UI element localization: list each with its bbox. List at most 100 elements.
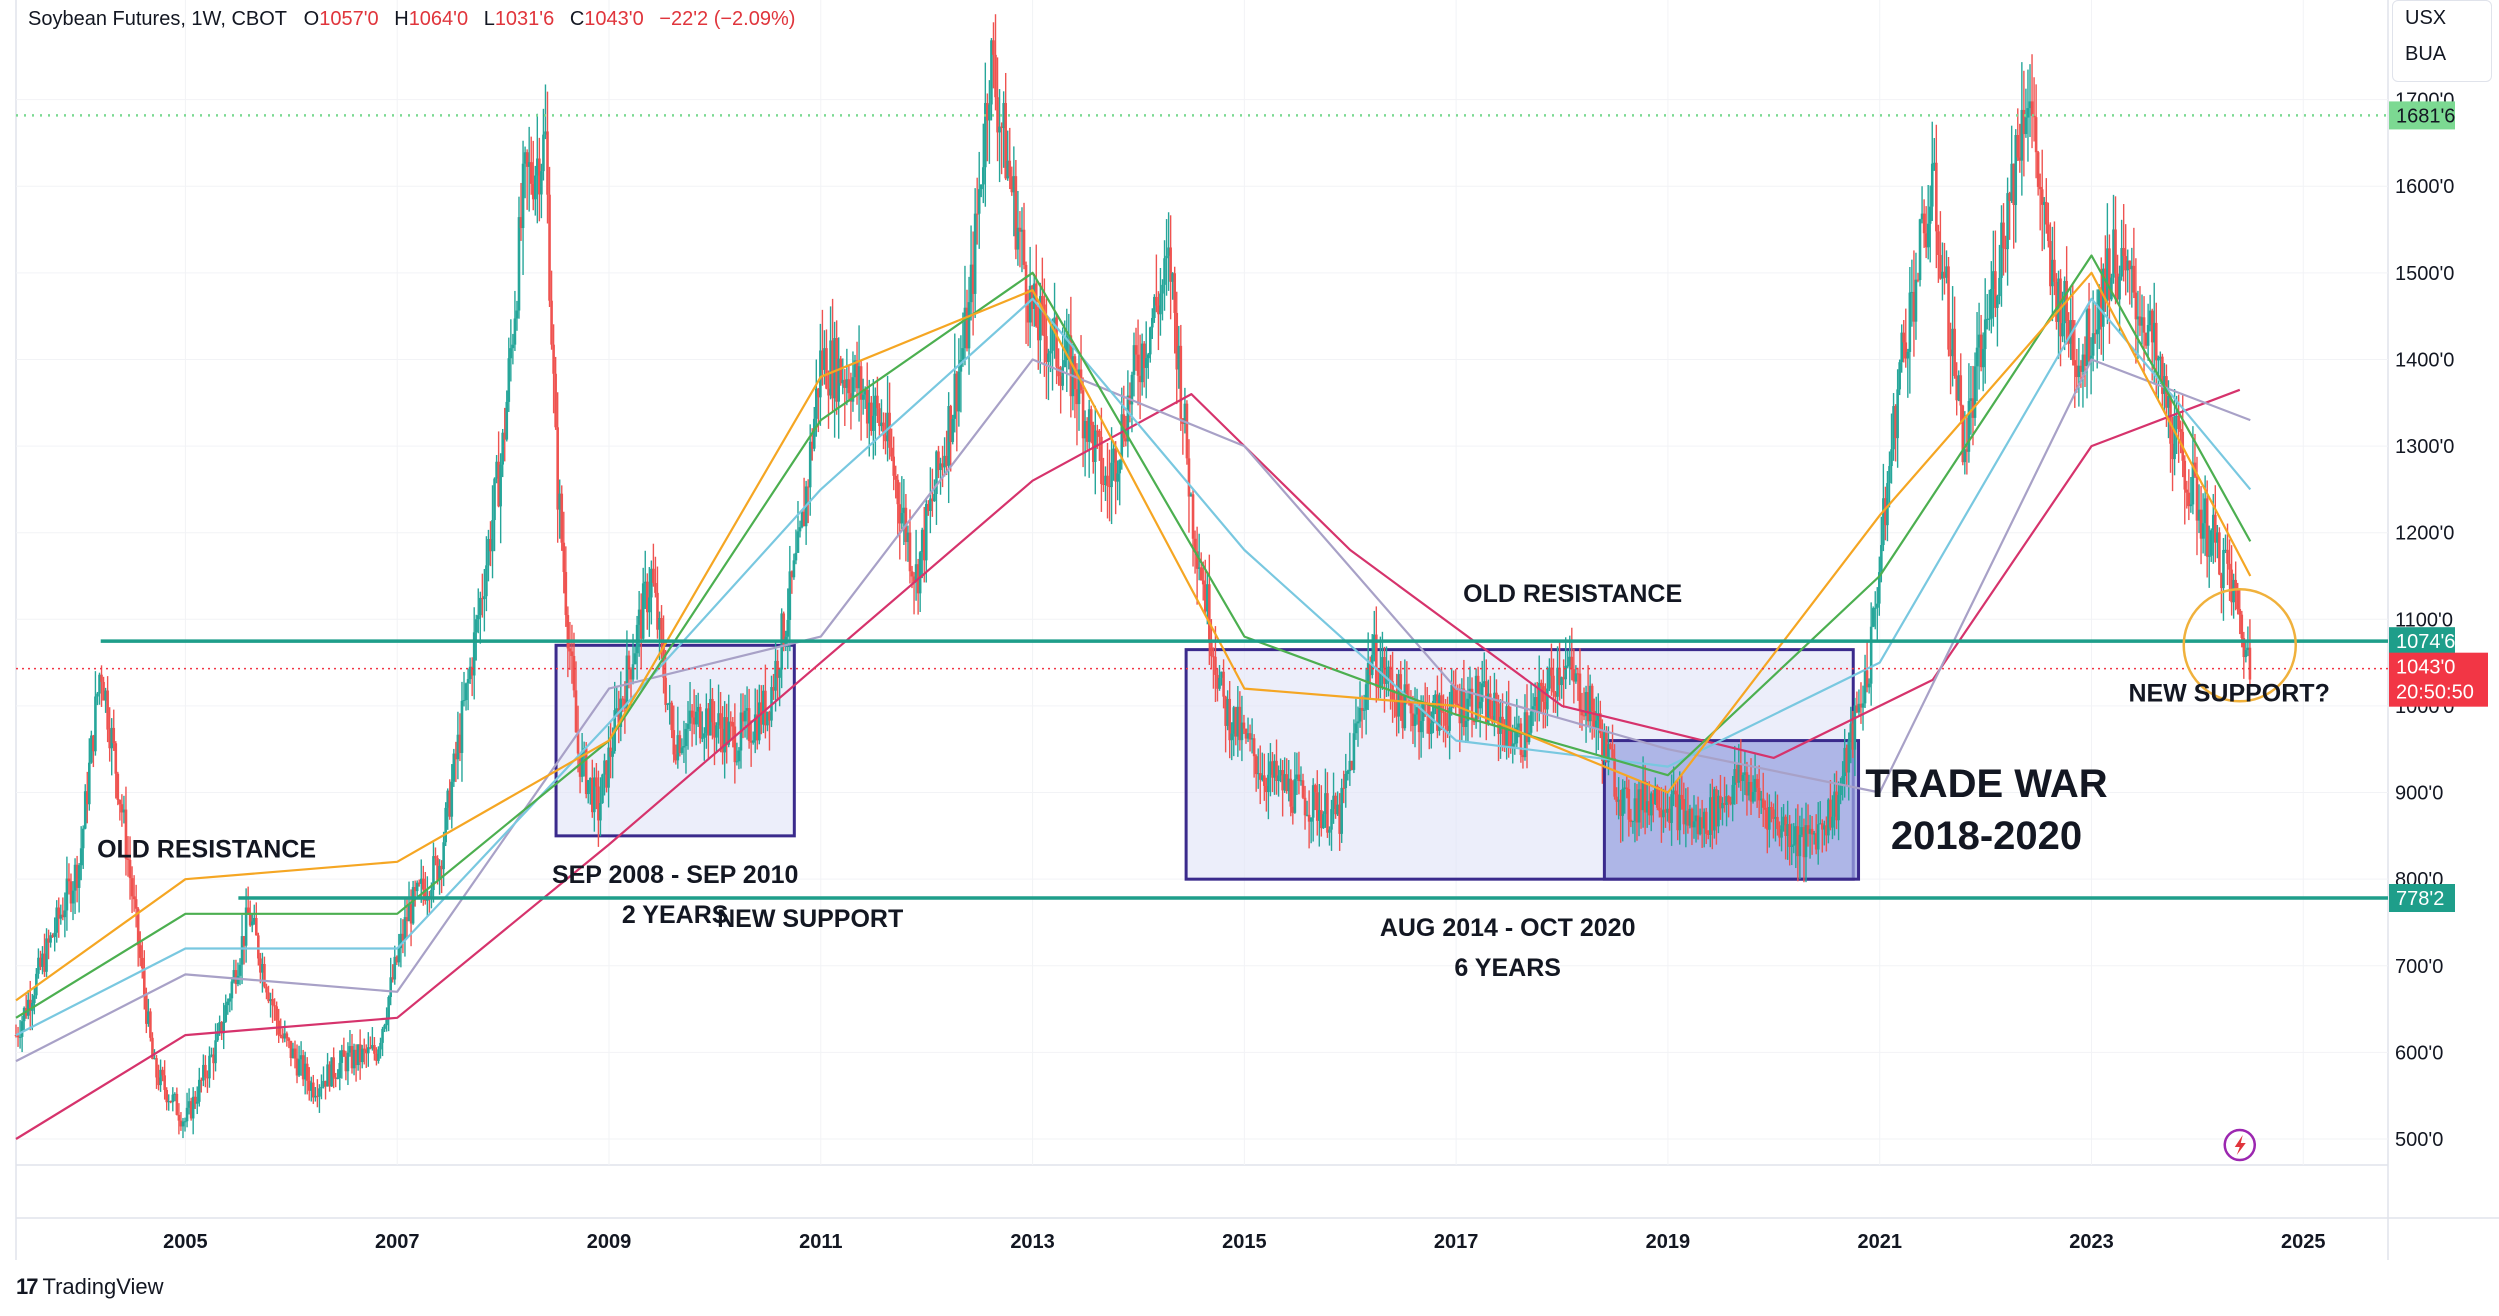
candle-body (1484, 681, 1488, 724)
candle-body (941, 463, 944, 468)
candle-body (2207, 555, 2211, 557)
candle-body (448, 790, 452, 817)
candle-body (232, 970, 236, 982)
candle-body (1030, 285, 1034, 309)
candle-body (242, 936, 246, 946)
candle-body (1116, 473, 1119, 482)
candle-body (955, 373, 959, 412)
candle-body (1763, 807, 1767, 810)
candle-body (664, 677, 667, 705)
candle-body (845, 379, 849, 388)
candle-body (499, 464, 502, 507)
candle-body (159, 1069, 162, 1086)
candle-body (487, 538, 490, 566)
candle-body (104, 690, 107, 701)
candle-body (888, 412, 891, 448)
candle-body (2228, 563, 2231, 570)
candle-body (1861, 703, 1865, 708)
candle-body (857, 366, 861, 389)
candle-body (1723, 802, 1726, 805)
candle-body (1098, 431, 1101, 437)
candle-body (483, 596, 486, 600)
candle-body (778, 669, 781, 678)
candle-body (1132, 345, 1136, 375)
candle-body (1055, 317, 1058, 367)
candle-body (228, 998, 232, 1002)
candle-body (986, 102, 989, 121)
candle-body (466, 679, 470, 684)
candle-body (1297, 774, 1301, 781)
candle-body (18, 1036, 22, 1038)
candle-body (1566, 665, 1570, 667)
candle-body (1961, 405, 1965, 463)
candle-body (574, 690, 578, 733)
candle-body (1918, 219, 1922, 281)
level-tag-label: 1074'6 (2396, 631, 2455, 653)
candle-body (1340, 787, 1343, 834)
candle-body (446, 790, 450, 808)
candle-body (1631, 820, 1635, 823)
candle-body (788, 571, 792, 620)
candle-body (894, 475, 898, 480)
candle-body (2014, 135, 2018, 206)
candle-body (1307, 814, 1311, 822)
candle-body (1254, 756, 1258, 775)
candle-body (2049, 241, 2052, 287)
candle-body (1493, 692, 1496, 723)
candle-body (2185, 489, 2189, 493)
tradingview-logo[interactable]: 17 TradingView (16, 1274, 164, 1299)
candle-body (1835, 791, 1838, 821)
candle-body (1012, 176, 1016, 193)
candle-body (1959, 375, 1963, 406)
x-tick-label: 2007 (375, 1231, 420, 1253)
candle-body (1741, 775, 1745, 782)
candle-body (558, 493, 562, 510)
candle-body (1812, 833, 1816, 835)
candle-body (967, 302, 971, 349)
candle-body (945, 455, 948, 466)
candle-body (554, 373, 557, 428)
lightning-badge-icon (2223, 1128, 2256, 1162)
candle-body (678, 735, 682, 753)
candle-body (147, 1011, 150, 1024)
candle-body (1171, 273, 1174, 282)
candle-body (1515, 727, 1519, 744)
candle-body (375, 1053, 378, 1061)
chart-header: Soybean Futures, 1W, CBOT O1057'0 H1064'… (28, 8, 805, 31)
candle-body (2175, 415, 2178, 417)
candle-body (1334, 795, 1337, 815)
candle-body (1049, 350, 1052, 354)
candle-body (452, 753, 456, 782)
low-value: 1031'6 (494, 8, 555, 30)
x-tick-label: 2013 (1010, 1231, 1055, 1253)
symbol-bua[interactable]: BUA (2405, 43, 2447, 65)
symbol-usx[interactable]: USX (2405, 7, 2447, 29)
candle-body (1405, 684, 1409, 697)
candle-body (481, 597, 484, 600)
symbol-compare-box[interactable]: USX BUA (2392, 0, 2492, 82)
candle-body (1572, 669, 1576, 682)
symbol-title[interactable]: Soybean Futures, 1W, CBOT (28, 8, 287, 30)
candle-body (1698, 817, 1702, 835)
candle-body (1794, 826, 1798, 845)
candle-body (625, 655, 629, 709)
candle-body (635, 624, 639, 654)
candle-body (878, 408, 881, 427)
candle-body (953, 373, 957, 419)
x-tick-label: 2005 (163, 1231, 208, 1253)
candle-body (829, 340, 832, 396)
candle-body (1472, 719, 1476, 723)
candle-body (1613, 758, 1616, 797)
candle-body (918, 552, 922, 594)
candle-body (1234, 707, 1238, 737)
candle-body (772, 687, 775, 691)
candle-body (1136, 354, 1140, 376)
candle-body (1269, 761, 1272, 775)
candle-body (1155, 296, 1158, 306)
candle-body (910, 571, 914, 577)
candle-body (2226, 549, 2229, 564)
candle-body (735, 761, 739, 763)
candle-body (279, 1034, 283, 1037)
candle-body (1482, 681, 1486, 684)
candle-body (1281, 770, 1284, 791)
